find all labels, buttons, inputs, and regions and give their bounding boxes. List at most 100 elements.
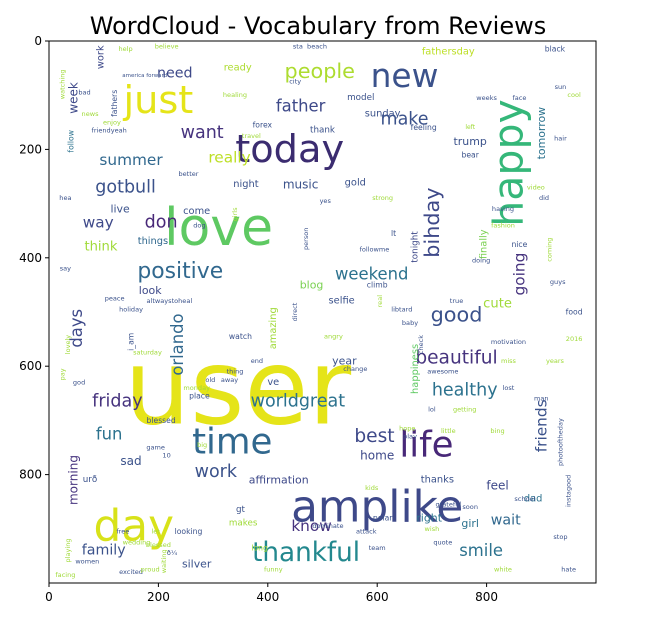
word-159: holiday (119, 305, 143, 313)
y-tick-label-3: 600 (19, 359, 42, 373)
word-73: week (67, 82, 81, 114)
word-58: amazing (268, 307, 279, 349)
word-164: person (302, 228, 310, 250)
word-87: travel (242, 132, 261, 140)
word-23: beautiful (415, 348, 497, 369)
word-146: blessed (146, 541, 171, 549)
word-109: polar (373, 513, 393, 522)
word-71: tonight (410, 231, 420, 263)
word-176: news (82, 110, 100, 118)
word-172: better (178, 170, 198, 178)
word-69: fathersday (422, 46, 475, 57)
word-156: place (189, 392, 210, 401)
x-tick-label-4: 800 (475, 590, 498, 604)
word-151: attack (356, 528, 377, 536)
word-173: hea (59, 194, 71, 202)
word-49: thanks (421, 475, 454, 486)
word-148: excited (119, 568, 143, 576)
word-5: happy (484, 99, 532, 226)
word-10: thankful (252, 538, 360, 568)
word-65: trump (454, 135, 487, 148)
word-111: kids (365, 484, 379, 492)
word-120: libtard (391, 305, 412, 313)
word-141: looking (175, 527, 203, 536)
word-175: enjoy (103, 118, 121, 126)
word-154: change (343, 365, 367, 373)
word-41: morning (67, 455, 81, 505)
word-104: stop (553, 533, 567, 541)
word-102: bing (490, 427, 504, 435)
word-54: year (332, 354, 357, 367)
word-6: just (122, 78, 193, 123)
word-68: thank (310, 125, 336, 135)
word-96: guys (550, 278, 566, 286)
chart-title: WordCloud - Vocabulary from Reviews (90, 12, 546, 40)
word-169: yes (320, 197, 332, 205)
word-55: happiness (410, 344, 421, 394)
word-116: getting (453, 406, 476, 414)
word-118: awesome (427, 368, 458, 376)
x-tick-label-3: 600 (366, 590, 389, 604)
word-32: days (67, 309, 86, 348)
word-167: lt (391, 229, 396, 238)
word-81: hair (554, 135, 567, 143)
word-79: america forward (122, 73, 167, 79)
x-axis: 0 200 400 600 800 (45, 583, 498, 604)
word-85: city (289, 78, 301, 86)
word-53: silver (182, 558, 212, 571)
word-33: orlando (168, 313, 187, 375)
word-74: work (95, 45, 106, 69)
word-155: thing (227, 368, 244, 376)
word-185: proud (141, 565, 160, 573)
word-22: good (431, 303, 483, 327)
word-106: white (494, 565, 512, 573)
word-170: girls (231, 207, 239, 221)
word-20: think (84, 239, 117, 254)
word-44: wait (491, 513, 521, 529)
word-152: wish (425, 525, 440, 533)
word-35: fun (96, 424, 123, 443)
word-30: going (510, 253, 528, 296)
word-110: grateful (435, 500, 461, 508)
plot-background (49, 41, 596, 583)
word-100: lost (503, 384, 515, 392)
word-66: sunday (365, 109, 401, 120)
word-4: today (235, 127, 344, 172)
word-113: hope (399, 425, 415, 433)
word-29: bihday (420, 187, 444, 257)
word-38: worldgreat (251, 391, 346, 411)
word-7: new (371, 57, 439, 95)
word-61: come (183, 206, 210, 217)
word-192: end (251, 357, 263, 365)
word-174: friendyeah (92, 126, 127, 134)
word-144: long (251, 543, 268, 552)
word-39: best (354, 426, 394, 447)
word-94: nice (511, 240, 527, 249)
word-14: father (276, 97, 326, 116)
word-67: model (347, 93, 374, 103)
word-77: help (119, 45, 133, 53)
word-12: people (285, 59, 355, 83)
word-165: direct (291, 302, 299, 321)
word-26: need (157, 66, 193, 82)
x-tick-label-0: 0 (45, 590, 53, 604)
word-0: user (124, 327, 351, 448)
word-64: gold (345, 178, 366, 189)
word-34: friday (92, 391, 142, 411)
word-177: bad (78, 88, 90, 96)
word-51: home (360, 449, 394, 463)
word-117: lol (428, 406, 436, 414)
word-123: angry (324, 332, 343, 340)
word-89: left (465, 124, 475, 131)
word-130: blessed (147, 416, 176, 425)
word-114: play (403, 433, 417, 441)
word-166: followme (360, 246, 390, 254)
word-190: 10 (162, 452, 170, 460)
word-63: live (110, 203, 130, 216)
word-95: coming (546, 238, 554, 262)
word-70: tomorrow (535, 107, 548, 160)
word-150: dominate (312, 522, 343, 530)
word-3: day (94, 501, 174, 552)
word-147: women (75, 557, 99, 565)
